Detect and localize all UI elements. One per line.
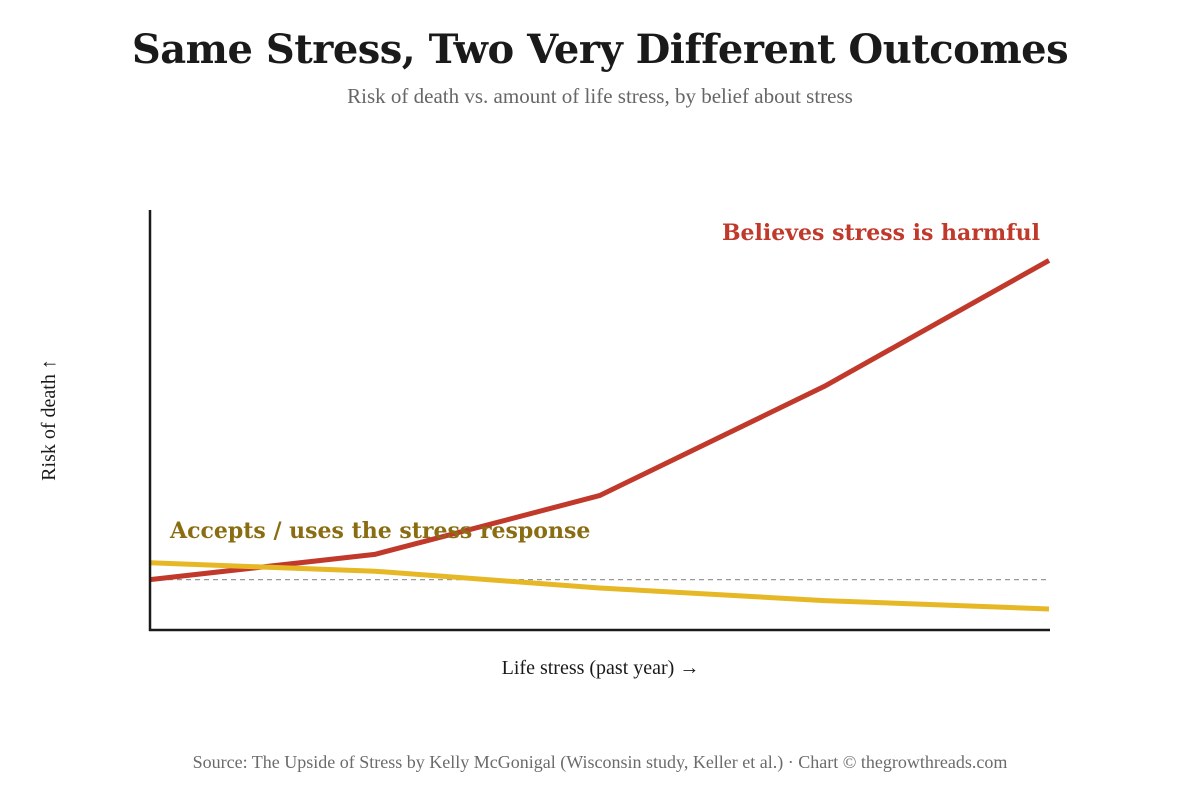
chart-subtitle: Risk of death vs. amount of life stress,… (347, 84, 853, 108)
x-axis-label: Life stress (past year) → (502, 657, 700, 679)
series-line-harmful (149, 258, 1051, 583)
chart-title: Same Stress, Two Very Different Outcomes (131, 26, 1069, 73)
source-footnote: Source: The Upside of Stress by Kelly Mc… (192, 752, 1008, 772)
series-line-accepts (149, 560, 1050, 612)
series-label-accepts: Accepts / uses the stress response (169, 518, 590, 544)
series-label-harmful: Believes stress is harmful (722, 220, 1040, 246)
y-axis-label: Risk of death ↑ (38, 359, 60, 481)
